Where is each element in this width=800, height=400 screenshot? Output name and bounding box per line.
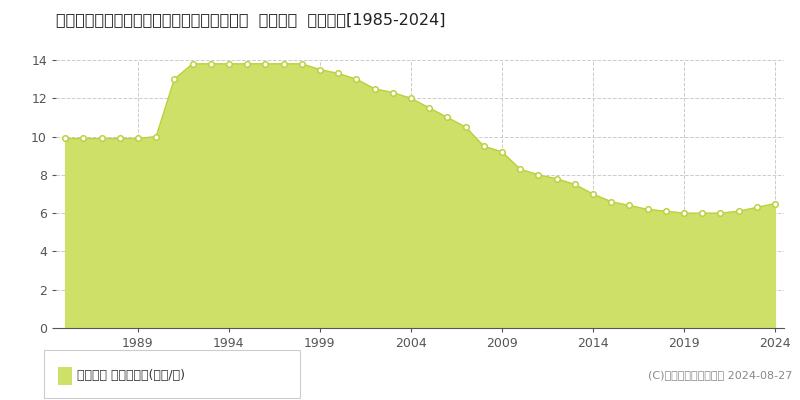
Text: (C)土地価格ドットコム 2024-08-27: (C)土地価格ドットコム 2024-08-27: [648, 370, 792, 380]
Text: 大分県大分市大字海原字新田１００５番９外  地価公示  地価推移[1985-2024]: 大分県大分市大字海原字新田１００５番９外 地価公示 地価推移[1985-2024…: [56, 12, 446, 27]
Text: 地価公示 平均坪単価(万円/坪): 地価公示 平均坪単価(万円/坪): [77, 369, 185, 382]
